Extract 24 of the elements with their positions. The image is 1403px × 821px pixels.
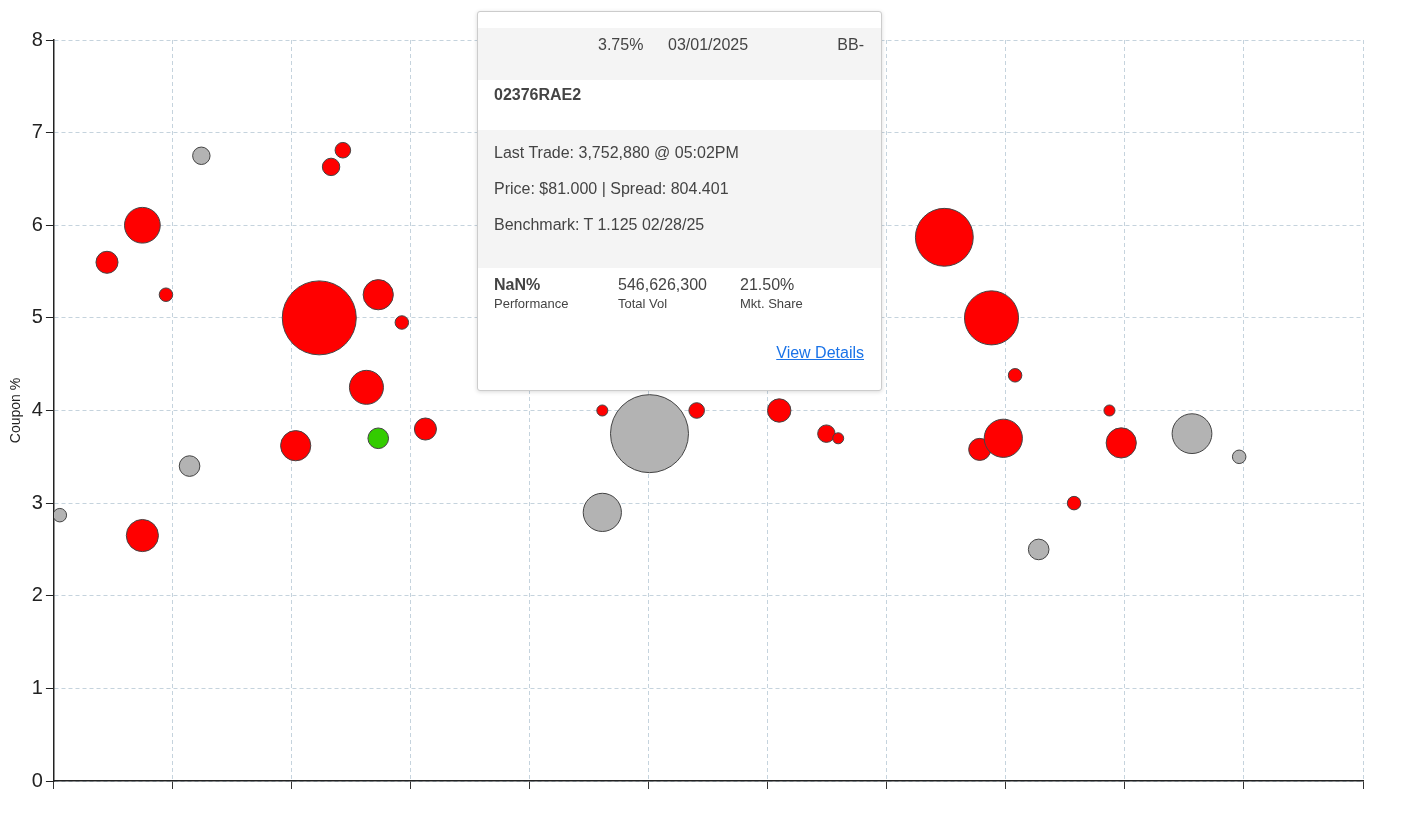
y-tick-label: 0	[31, 768, 43, 791]
annotation: 03/01/2025	[668, 36, 749, 54]
annotation: NaN%	[494, 276, 541, 294]
y-tick-label: 5	[31, 305, 43, 328]
annotation: Total Vol	[618, 296, 668, 311]
y-tick-label: 8	[31, 27, 43, 50]
annotation: 02376RAE2	[494, 86, 582, 104]
y-axis-title: Coupon %	[7, 377, 24, 444]
y-tick-label: 2	[31, 583, 43, 606]
y-tick-label: 4	[31, 398, 43, 421]
annotation: 3.75%	[598, 36, 644, 54]
annotation: BB-	[837, 36, 864, 54]
y-tick-label: 3	[31, 490, 43, 513]
y-tick-label: 6	[31, 212, 43, 235]
annotation: View Details	[776, 344, 864, 362]
annotation: 21.50%	[740, 276, 795, 294]
y-tick-label: 7	[31, 120, 43, 143]
annotation: 546,626,300	[618, 276, 707, 294]
annotation: Mkt. Share	[740, 296, 803, 311]
annotation: Price: $81.000 | Spread: 804.401	[494, 180, 729, 198]
annotation: Benchmark: T 1.125 02/28/25	[494, 216, 705, 234]
y-tick-label: 1	[31, 675, 43, 698]
annotation: Last Trade: 3,752,880 @ 05:02PM	[494, 144, 739, 162]
annotation: Performance	[494, 296, 569, 311]
